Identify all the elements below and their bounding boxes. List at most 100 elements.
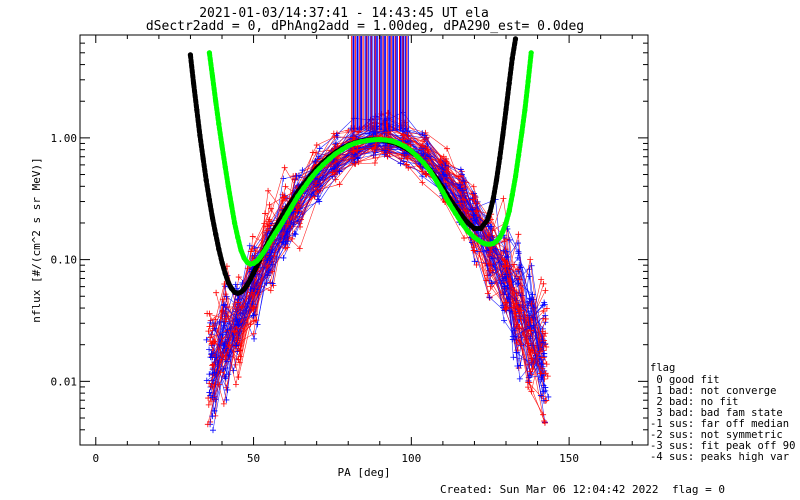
- profile-point-marker: [503, 305, 510, 312]
- profile-point-marker: [487, 283, 494, 290]
- profile-point-marker: [211, 369, 218, 376]
- profile-point-marker: [220, 365, 227, 372]
- profile-point-marker: [329, 169, 336, 176]
- profile-point-marker: [440, 172, 447, 179]
- profile-point-marker: [538, 276, 545, 283]
- legend-title: flag: [650, 362, 675, 374]
- legend-item-peaks-high-var: -4 sus: peaks high var: [650, 451, 789, 463]
- green-fit-curve-point: [377, 136, 383, 143]
- profile-point-marker: [404, 155, 411, 162]
- green-fit-curve-point: [282, 215, 288, 221]
- profile-point-marker: [296, 245, 303, 252]
- profile-point-marker: [236, 359, 243, 366]
- black-fit-curve-point: [512, 36, 519, 42]
- y-tick-label: 1.00: [51, 132, 78, 145]
- profile-point-marker: [370, 151, 377, 158]
- profile-point-marker: [419, 142, 426, 149]
- profile-point-marker: [299, 167, 306, 174]
- profile-point-marker: [471, 258, 478, 265]
- profile-point-marker: [233, 285, 240, 292]
- profile-point-marker: [502, 299, 509, 306]
- profile-point-marker: [437, 159, 444, 166]
- profile-point-marker: [540, 339, 547, 346]
- green-fit-curve-point: [216, 121, 222, 127]
- profile-point-marker: [501, 238, 508, 245]
- profile-point-marker: [515, 266, 522, 273]
- green-fit-curve-point: [402, 143, 408, 150]
- green-fit-curve-point: [257, 254, 263, 261]
- created-timestamp: Created: Sun Mar 06 12:04:42 2022: [440, 483, 659, 496]
- profile-point-marker: [517, 362, 524, 369]
- legend: flag 0 good fit 1 bad: not converge 2 ba…: [650, 362, 795, 463]
- green-fit-curve-point: [446, 200, 452, 206]
- profile-point-marker: [440, 153, 447, 160]
- profile-point-marker: [543, 361, 550, 368]
- profile-point-marker: [516, 375, 523, 382]
- green-fit-curve-point: [333, 151, 339, 157]
- profile-point-marker: [488, 280, 495, 287]
- profile-point-marker: [206, 323, 213, 330]
- profile-point-marker: [538, 361, 545, 368]
- green-fit-curve-point: [364, 138, 370, 144]
- profile-point-marker: [461, 235, 468, 242]
- green-fit-curve-point: [370, 137, 377, 143]
- profile-point-marker: [541, 299, 548, 306]
- profile-point-marker: [233, 316, 240, 323]
- profile-point-marker: [538, 354, 545, 361]
- profile-point-marker: [268, 205, 275, 212]
- profile-point-marker: [373, 146, 380, 153]
- profile-point-marker: [460, 196, 467, 203]
- profile-point-marker: [224, 326, 231, 333]
- profile-point-marker: [225, 371, 232, 378]
- profile-point-marker: [250, 305, 257, 312]
- profile-point-marker: [459, 187, 466, 194]
- profile-point-marker: [232, 381, 239, 388]
- green-fit-curve-point: [440, 189, 446, 195]
- profile-point-marker: [435, 166, 442, 173]
- profile-point-marker: [280, 254, 287, 261]
- profile-point-marker: [419, 130, 426, 137]
- profile-point-marker: [355, 159, 362, 166]
- profile-point-marker: [399, 136, 406, 143]
- profile-point-marker: [486, 251, 493, 258]
- profile-point-marker: [206, 389, 213, 396]
- profile-line: [212, 143, 545, 401]
- green-fit-curve-point: [452, 210, 459, 216]
- profile-point-marker: [484, 290, 491, 297]
- profile-point-marker: [504, 253, 511, 260]
- profile-point-marker: [541, 419, 548, 426]
- profile-point-marker: [209, 413, 216, 420]
- x-tick-label: 100: [401, 452, 421, 465]
- legend-item-not-symmetric: -2 sus: not symmetric: [650, 429, 783, 441]
- profile-point-marker: [537, 392, 544, 399]
- profile-point-marker: [350, 148, 357, 155]
- profile-point-marker: [222, 375, 229, 382]
- profile-point-marker: [315, 196, 322, 203]
- profile-point-marker: [527, 368, 534, 375]
- black-fit-curve-point: [500, 132, 506, 138]
- profile-point-marker: [528, 300, 535, 307]
- green-fit-curve-point: [213, 98, 219, 104]
- profile-point-marker: [459, 178, 466, 185]
- profile-point-marker: [220, 400, 227, 407]
- axis-layer: 0 50 100 150 0.01 0.10 1.00: [51, 34, 648, 465]
- green-fit-curve-point: [389, 138, 395, 144]
- black-fit-curve-point: [506, 80, 512, 86]
- profile-point-marker: [487, 267, 494, 274]
- profile-line: [214, 146, 547, 397]
- profile-line: [209, 146, 545, 373]
- profile-point-marker: [514, 240, 521, 247]
- profile-point-marker: [289, 235, 296, 242]
- profile-point-marker: [264, 257, 271, 264]
- profile-point-marker: [294, 207, 301, 214]
- black-fit-curve-point: [219, 259, 225, 265]
- profile-point-marker: [526, 273, 533, 280]
- y-axis-label: nflux [#/(cm^2 s sr MeV)]: [30, 157, 43, 323]
- green-fit-curve-point: [235, 234, 241, 241]
- profile-point-marker: [205, 328, 212, 335]
- profile-point-marker: [250, 330, 257, 337]
- profile-point-marker: [385, 146, 392, 153]
- profile-point-marker: [542, 387, 549, 394]
- profile-point-marker: [502, 266, 509, 273]
